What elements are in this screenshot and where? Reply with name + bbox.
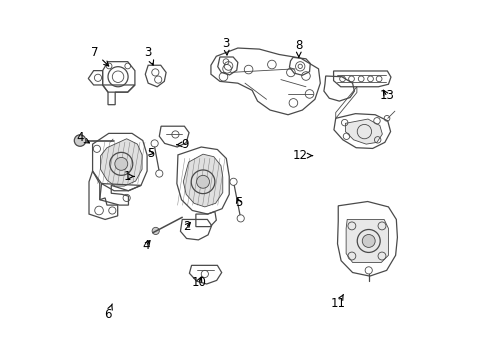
Circle shape bbox=[152, 227, 159, 234]
Text: 5: 5 bbox=[147, 147, 155, 159]
Text: 12: 12 bbox=[293, 149, 313, 162]
Text: 11: 11 bbox=[331, 294, 346, 310]
Polygon shape bbox=[100, 139, 142, 186]
Text: 1: 1 bbox=[123, 170, 134, 183]
Circle shape bbox=[74, 135, 86, 146]
Text: 3: 3 bbox=[222, 37, 230, 55]
Circle shape bbox=[362, 234, 375, 247]
Text: 8: 8 bbox=[295, 39, 302, 57]
Text: 4: 4 bbox=[143, 239, 150, 252]
Text: 5: 5 bbox=[235, 196, 242, 209]
Text: 7: 7 bbox=[91, 46, 109, 66]
Circle shape bbox=[196, 175, 210, 188]
Text: 13: 13 bbox=[379, 89, 394, 102]
Text: 3: 3 bbox=[145, 46, 153, 65]
Polygon shape bbox=[183, 154, 223, 207]
Circle shape bbox=[115, 157, 128, 170]
Text: 2: 2 bbox=[183, 220, 190, 233]
Text: 6: 6 bbox=[104, 304, 112, 321]
Text: 10: 10 bbox=[192, 276, 207, 289]
Text: 9: 9 bbox=[177, 138, 189, 150]
Polygon shape bbox=[346, 220, 389, 262]
Text: 4: 4 bbox=[76, 131, 90, 144]
Polygon shape bbox=[345, 119, 382, 144]
